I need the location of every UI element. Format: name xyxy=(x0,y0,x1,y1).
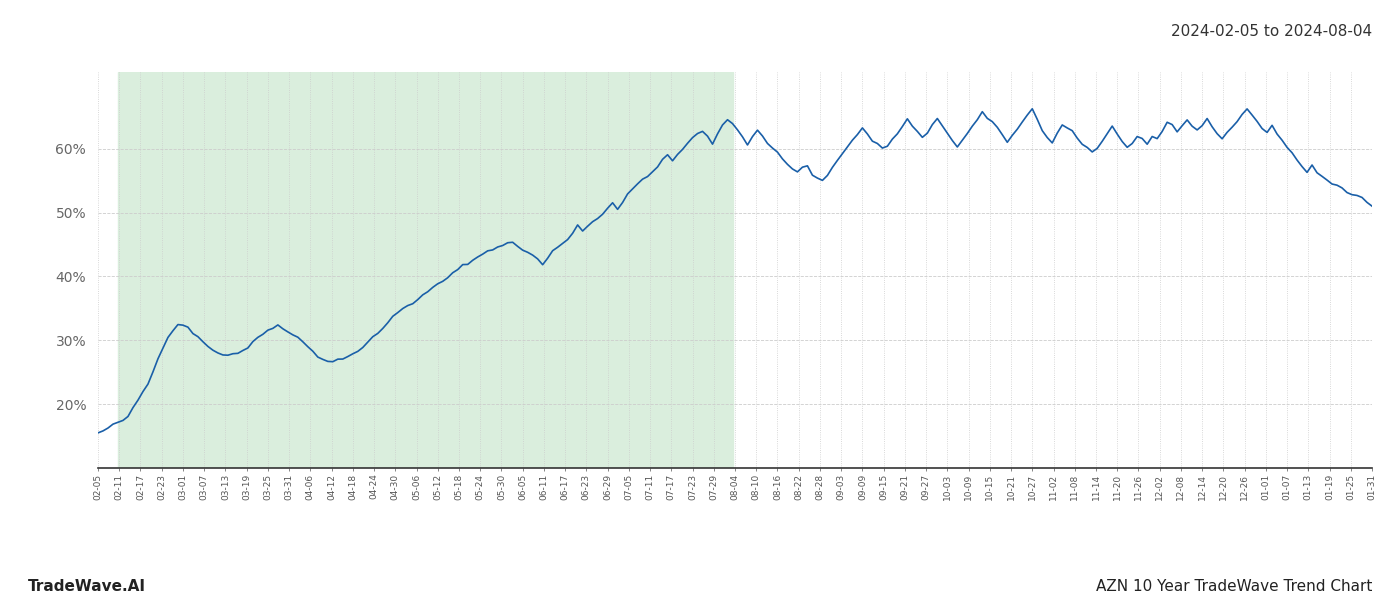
Text: AZN 10 Year TradeWave Trend Chart: AZN 10 Year TradeWave Trend Chart xyxy=(1096,579,1372,594)
Bar xyxy=(118,72,732,468)
Text: TradeWave.AI: TradeWave.AI xyxy=(28,579,146,594)
Text: 2024-02-05 to 2024-08-04: 2024-02-05 to 2024-08-04 xyxy=(1170,24,1372,39)
